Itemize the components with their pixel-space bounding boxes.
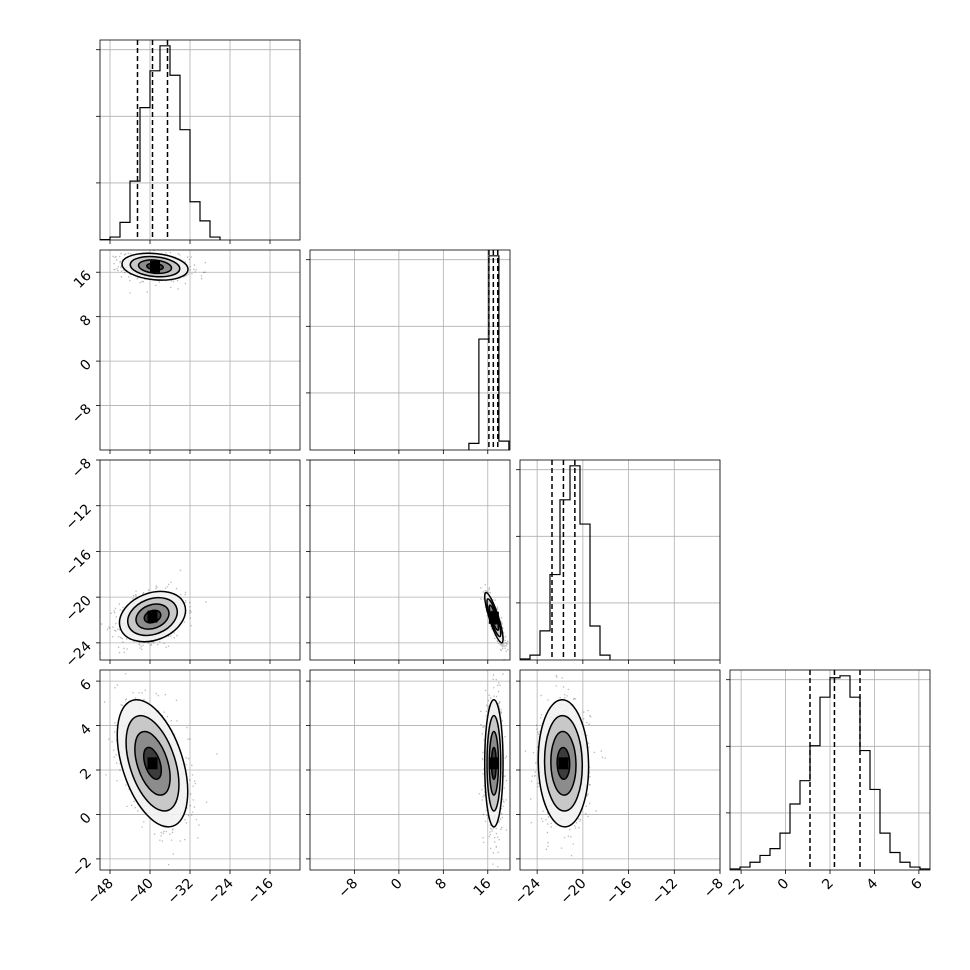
x-tick-label: 0 — [388, 876, 406, 894]
x-tick-label: 4 — [864, 875, 882, 893]
density-peak — [558, 757, 569, 770]
y-tick-label: 0 — [77, 357, 95, 375]
y-tick-label: −8 — [69, 401, 95, 427]
scatter-panel-3-2: −24 −20 −16 −12 −8 — [512, 669, 727, 908]
panel-frame — [519, 459, 721, 661]
panel-frame — [309, 249, 511, 451]
density-peak — [488, 611, 499, 624]
density-peak — [488, 757, 499, 770]
x-tick-label: 0 — [775, 876, 793, 894]
x-tick-label: −8 — [701, 876, 727, 902]
histogram-panel-2 — [516, 459, 721, 664]
x-tick-label: −16 — [603, 875, 635, 907]
density-peak — [147, 757, 158, 770]
density-peak — [147, 610, 158, 623]
histogram-panel-3: −2 0 2 4 6 — [722, 669, 931, 902]
y-tick-label: −8 — [69, 456, 95, 482]
y-tick-label: 2 — [77, 766, 95, 784]
scatter-panel-2-0: −24 −20 −16 −12 −8 — [63, 456, 301, 671]
scatter-panel-3-0: −48 −40 −32 −24 −16 −2 0 2 4 6 — [69, 669, 301, 908]
x-tick-label: −8 — [335, 876, 361, 902]
scatter-content — [478, 670, 508, 868]
y-tick-label: 4 — [77, 721, 95, 739]
density-peak — [150, 260, 160, 273]
x-tick-label: 6 — [908, 875, 926, 893]
histogram-panel-1 — [306, 249, 511, 454]
x-tick-label: −12 — [649, 876, 681, 908]
y-tick-label: 6 — [77, 677, 95, 695]
x-tick-label: −20 — [557, 876, 589, 908]
y-tick-label: −12 — [63, 501, 95, 533]
y-tick-label: 0 — [77, 810, 95, 828]
y-tick-label: −24 — [63, 638, 95, 670]
y-tick-label: −20 — [63, 593, 95, 625]
scatter-content — [100, 673, 218, 866]
x-tick-label: 8 — [433, 876, 451, 894]
y-tick-label: −2 — [69, 854, 95, 880]
histogram-steps — [730, 675, 930, 870]
scatter-panel-2-1 — [306, 459, 511, 664]
histogram-panel-0 — [96, 39, 301, 244]
x-tick-label: −48 — [85, 876, 117, 908]
x-tick-label: −24 — [205, 875, 237, 907]
panel-frame — [309, 459, 511, 661]
y-tick-label: 16 — [71, 268, 95, 292]
y-tick-label: 8 — [77, 312, 95, 330]
scatter-panel-3-1: −8 0 8 16 — [306, 669, 511, 902]
y-tick-label: −16 — [63, 547, 95, 579]
x-tick-label: −16 — [245, 875, 277, 907]
histogram-steps — [100, 45, 221, 240]
panel-frame — [99, 39, 301, 241]
panel-frame — [99, 249, 301, 451]
histogram-steps — [520, 465, 611, 660]
scatter-content — [480, 583, 509, 660]
histogram-steps — [468, 255, 510, 450]
x-tick-label: −24 — [512, 875, 544, 907]
scatter-content — [100, 569, 207, 654]
x-tick-label: 2 — [819, 876, 837, 894]
scatter-content — [112, 250, 206, 294]
scatter-content — [524, 674, 606, 857]
x-tick-label: 16 — [471, 875, 495, 899]
scatter-panel-1-0: −8 0 8 16 — [69, 249, 301, 454]
panel-frame — [99, 459, 301, 661]
x-tick-label: −40 — [125, 876, 157, 908]
x-tick-label: −32 — [165, 876, 197, 908]
x-tick-label: −2 — [722, 876, 748, 902]
